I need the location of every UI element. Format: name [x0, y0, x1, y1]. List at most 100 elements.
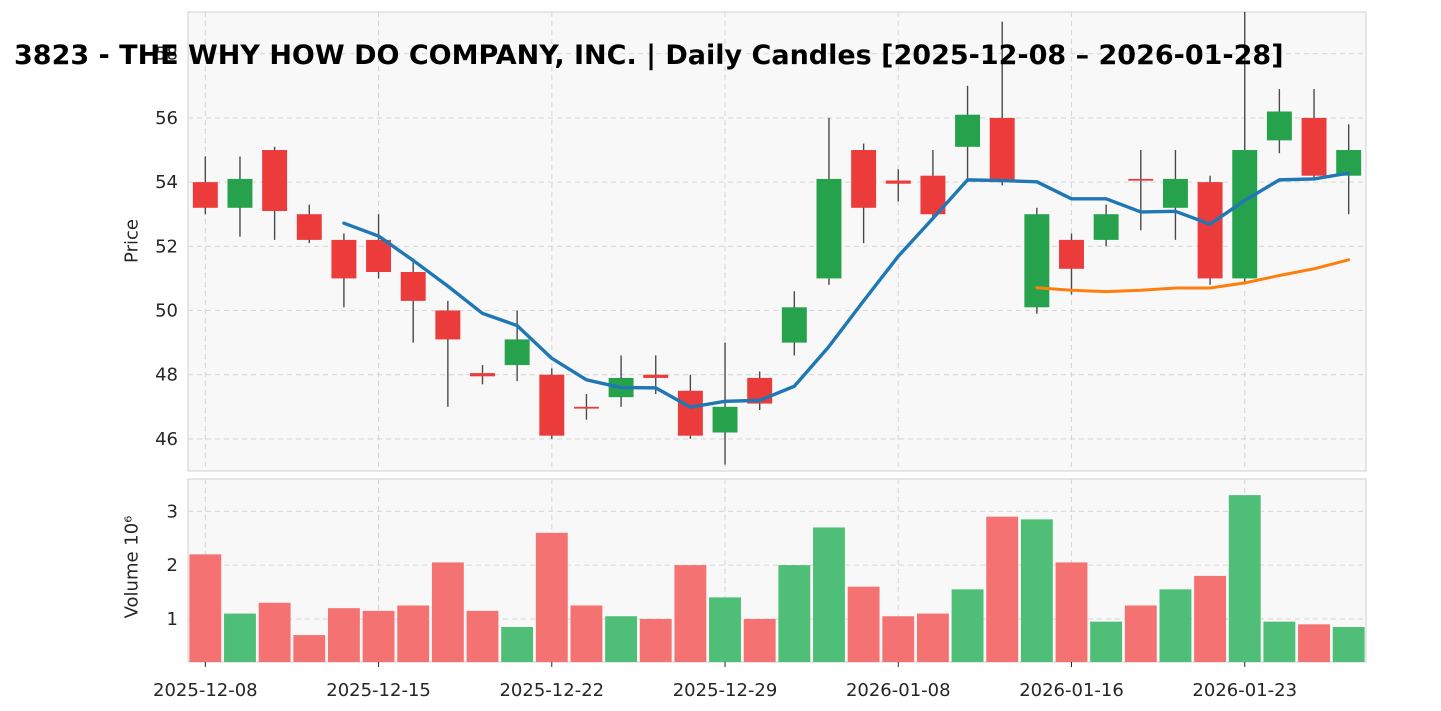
candle: [435, 300, 461, 407]
candle-body: [262, 150, 288, 212]
x-tick-label: 2026-01-16: [1019, 680, 1124, 701]
chart-title: 3823 - THE WHY HOW DO COMPANY, INC. | Da…: [14, 40, 1284, 71]
candle: [1266, 89, 1292, 154]
candle-body: [296, 214, 322, 240]
volume-bar: [397, 605, 430, 662]
volume-bar: [813, 527, 845, 662]
candle-body: [470, 373, 495, 377]
volume-bar: [709, 597, 741, 662]
candle-body: [1301, 117, 1327, 176]
x-tick-label: 2025-12-15: [326, 680, 431, 701]
volume-bar: [916, 613, 949, 662]
volume-bar: [986, 516, 1019, 662]
volume-bar: [362, 610, 395, 662]
volume-bar: [327, 608, 360, 662]
price-tick-label: 56: [155, 108, 178, 129]
candle-body: [504, 339, 530, 366]
volume-bar: [224, 613, 256, 662]
candle: [851, 143, 877, 244]
price-tick-label: 52: [155, 236, 178, 257]
price-tick-label: 50: [155, 301, 178, 322]
volume-tick-label: 2: [167, 555, 178, 576]
candle: [331, 233, 357, 308]
candle-body: [1232, 150, 1258, 279]
candle-body: [677, 390, 703, 436]
candle: [989, 21, 1015, 186]
candle-body: [573, 406, 599, 409]
candle: [885, 169, 911, 202]
candle: [192, 156, 218, 215]
volume-bar: [431, 562, 464, 662]
ma25-line: [1035, 258, 1351, 294]
candle-body: [539, 374, 565, 436]
volume-bar: [1159, 589, 1192, 662]
candle: [227, 156, 253, 237]
candle-body: [816, 178, 842, 279]
volume-axis-label: Volume 10⁶: [121, 515, 143, 619]
volume-bar: [743, 618, 776, 662]
candle: [712, 342, 738, 465]
volume-bar: [951, 589, 984, 662]
volume-bar: [501, 627, 534, 662]
candle: [1024, 207, 1050, 314]
candle-body: [227, 178, 253, 208]
volume-bar: [605, 616, 638, 662]
candle: [539, 368, 565, 439]
volume-tick-label: 3: [167, 501, 178, 522]
candle: [1059, 233, 1084, 295]
candle: [262, 146, 288, 240]
candle-body: [192, 182, 218, 208]
volume-bar: [1194, 575, 1227, 662]
volume-bar: [535, 532, 568, 662]
volume-bar: [1298, 624, 1330, 662]
volume-bar: [1020, 519, 1053, 662]
volume-bar: [1263, 621, 1296, 662]
volume-bar: [674, 565, 707, 662]
candle-body: [989, 117, 1015, 183]
candle: [504, 310, 530, 382]
candle-body: [1266, 111, 1292, 141]
candle-body: [400, 271, 426, 301]
candle: [1093, 204, 1119, 247]
candle-body: [955, 114, 981, 147]
volume-bar: [882, 616, 915, 662]
volume-bar: [1228, 495, 1261, 662]
candle-body: [885, 180, 911, 184]
candle: [1301, 89, 1327, 179]
candle: [573, 393, 599, 420]
candle-body: [643, 374, 669, 378]
candle: [470, 365, 495, 385]
candle-body: [435, 310, 461, 340]
volume-bar: [1124, 605, 1157, 662]
candle-body: [331, 239, 357, 279]
volume-bar: [1090, 621, 1123, 662]
x-tick-label: 2026-01-23: [1192, 680, 1297, 701]
price-panel-bg: [187, 11, 1367, 472]
x-tick-label: 2025-12-22: [499, 680, 604, 701]
x-tick-label: 2025-12-08: [153, 680, 258, 701]
volume-bar: [466, 610, 499, 662]
candle: [781, 291, 807, 356]
price-tick-label: 58: [155, 44, 178, 65]
candle-body: [1093, 214, 1119, 240]
price-tick-label: 46: [155, 429, 178, 450]
volume-bar: [847, 586, 880, 662]
candle: [1197, 175, 1223, 285]
volume-bar: [189, 554, 222, 662]
candle-body: [1128, 178, 1154, 181]
candle: [955, 85, 981, 183]
candle: [296, 204, 322, 244]
candle-body: [851, 150, 877, 208]
volume-bar: [570, 605, 603, 662]
ma5-line: [342, 171, 1351, 409]
volume-bar: [258, 602, 291, 662]
candle-body: [1024, 214, 1050, 308]
candle: [1232, 12, 1258, 282]
candle: [366, 214, 392, 279]
volume-bar: [1332, 627, 1365, 662]
candle-body: [366, 239, 392, 272]
volume-tick-label: 1: [167, 609, 178, 630]
candle: [816, 117, 842, 285]
